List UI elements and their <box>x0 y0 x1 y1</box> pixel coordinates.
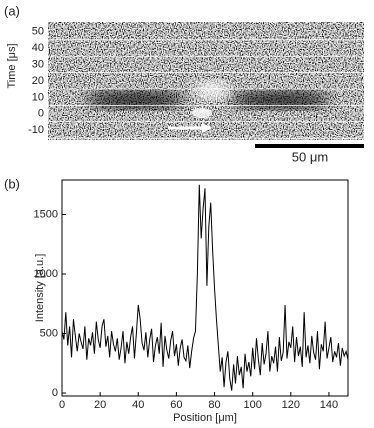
y-tick-label: 40 <box>32 42 44 54</box>
y-tick-label: 500 <box>40 327 58 339</box>
y-tick-label: -10 <box>28 124 44 136</box>
y-tick-label: 0 <box>38 108 44 120</box>
x-tick-label: 140 <box>320 399 338 411</box>
y-tick-label: 30 <box>32 59 44 71</box>
x-axis-label: Position [μm] <box>173 412 237 424</box>
y-tick-label: 10 <box>32 91 44 103</box>
y-axis-label: Intensity [a.u.] <box>34 254 46 322</box>
x-tick-label: 20 <box>94 399 106 411</box>
y-tick-label: 1500 <box>34 208 58 220</box>
y-axis-label: Time [μs] <box>6 43 18 88</box>
x-tick-label: 0 <box>59 399 65 411</box>
panel-label: (b) <box>4 176 20 191</box>
x-tick-label: 40 <box>132 399 144 411</box>
image-panel <box>48 22 364 140</box>
panel-label: (a) <box>4 3 20 18</box>
y-tick-label: 1000 <box>34 268 58 280</box>
y-tick-label: 0 <box>52 387 58 399</box>
y-tick-label: 50 <box>32 26 44 38</box>
x-tick-label: 80 <box>208 399 220 411</box>
scale-bar-label: 50 μm <box>292 149 328 164</box>
x-tick-label: 60 <box>170 399 182 411</box>
y-tick-label: 20 <box>32 75 44 87</box>
plot-frame <box>61 179 349 397</box>
data-line <box>61 184 349 391</box>
x-tick-label: 100 <box>243 399 261 411</box>
x-tick-label: 120 <box>282 399 300 411</box>
